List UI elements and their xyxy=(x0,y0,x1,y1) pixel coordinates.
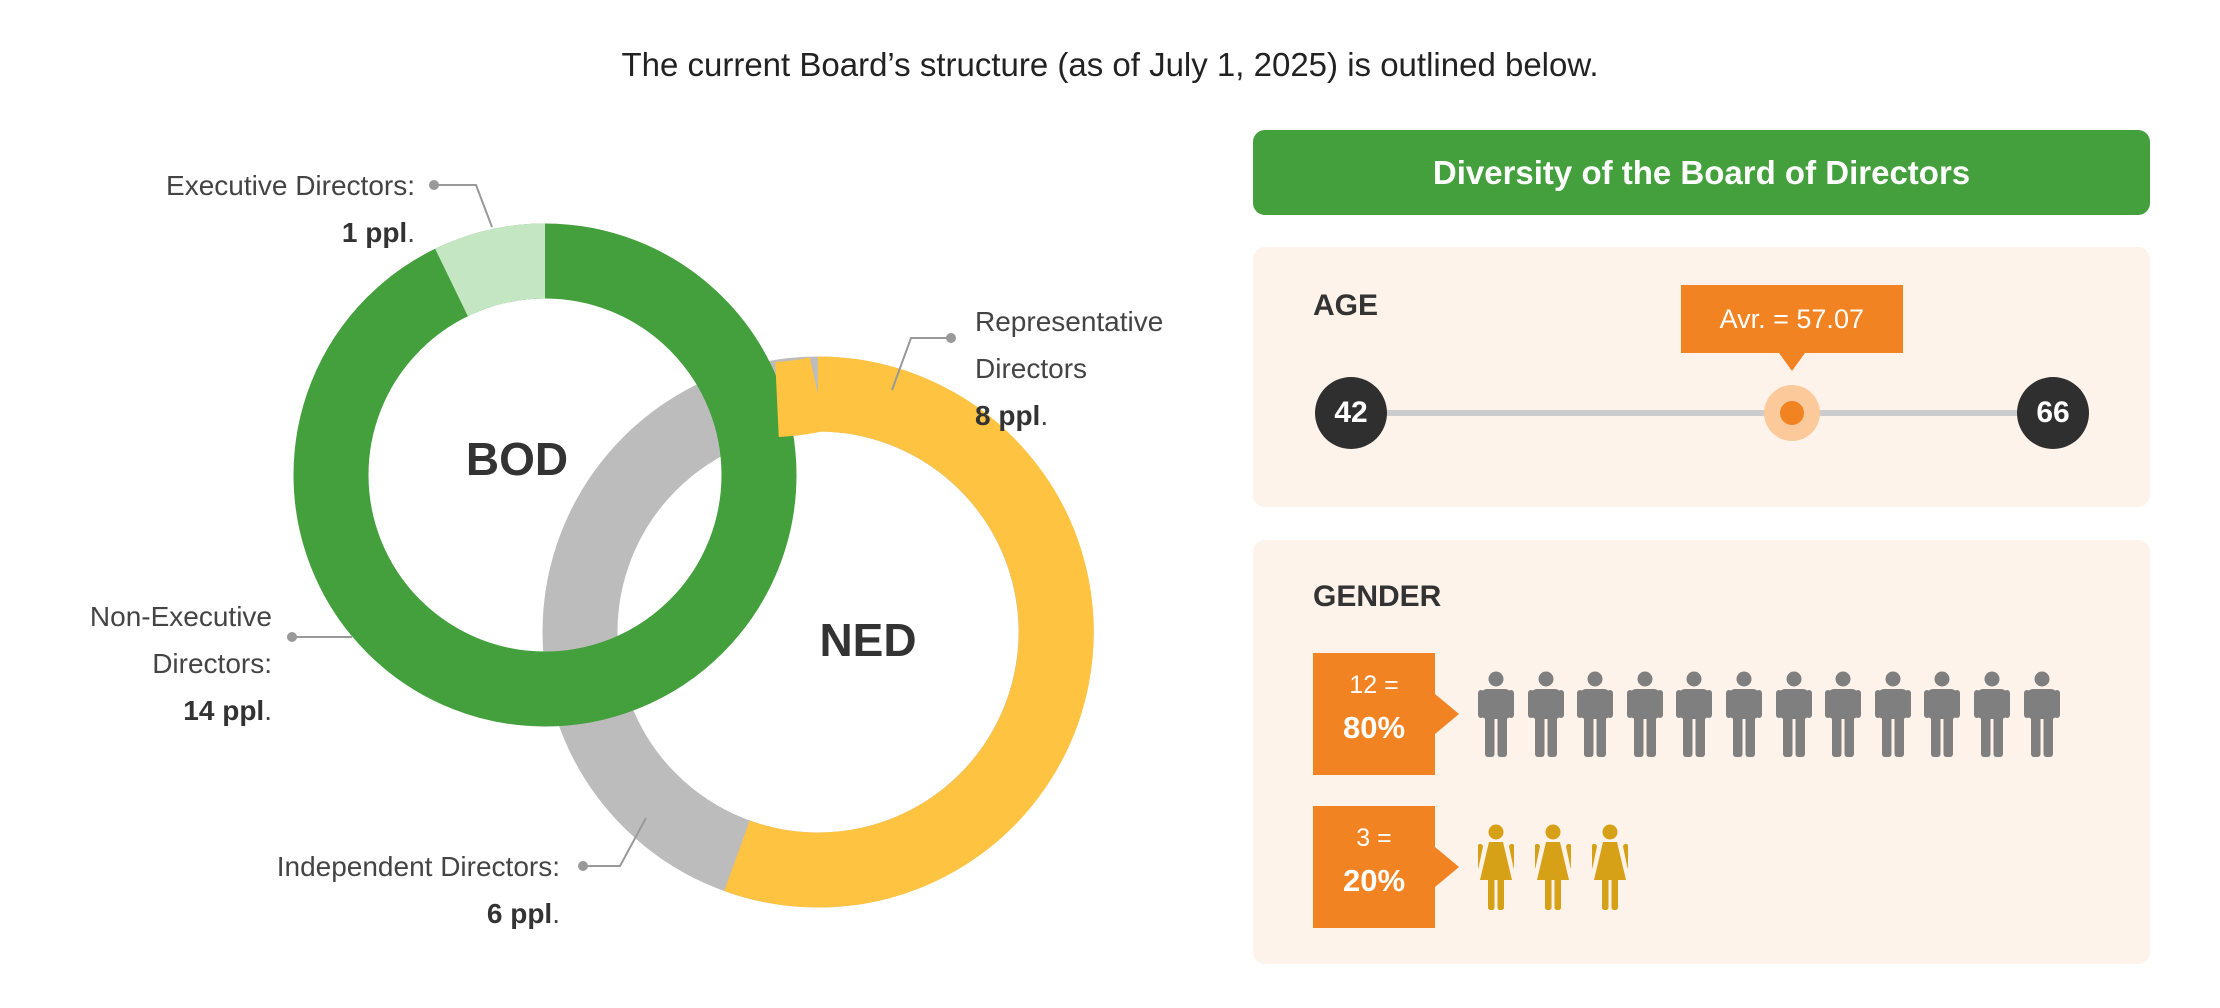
representative-directors-label: Representative Directors 8 ppl. xyxy=(975,298,1205,439)
leader-dot-representative xyxy=(946,333,956,343)
representative-directors-title-2: Directors xyxy=(975,353,1088,384)
leader-representative xyxy=(891,337,951,391)
independent-directors-count-line: 6 ppl. xyxy=(190,890,560,937)
male-percent: 80% xyxy=(1342,710,1406,745)
female-stat-box: 3 = 20% xyxy=(1313,806,1459,928)
female-person-icon xyxy=(1478,824,1514,910)
executive-directors-title: Executive Directors: xyxy=(166,170,415,201)
board-structure-diagram: BOD NED xyxy=(287,180,1094,908)
age-card: AGE 42 66 Avr. = 57.07 xyxy=(1253,247,2150,507)
leader-executive xyxy=(434,184,493,228)
male-person-icon xyxy=(1825,671,1862,757)
female-count: 3 = xyxy=(1356,824,1392,852)
male-count: 12 = xyxy=(1349,671,1399,699)
gender-title: GENDER xyxy=(1313,580,1442,613)
age-min-badge: 42 xyxy=(1315,377,1387,449)
age-title: AGE xyxy=(1313,289,1379,322)
age-average-marker xyxy=(1779,401,1804,425)
ned-label: NED xyxy=(819,614,916,666)
male-person-icon xyxy=(1775,671,1812,757)
independent-directors-label: Independent Directors: 6 ppl. xyxy=(190,843,560,937)
leader-dot-non-executive xyxy=(287,632,297,642)
male-person-icon xyxy=(1676,671,1713,757)
representative-directors-title-1: Representative xyxy=(975,306,1164,337)
independent-directors-count: 6 ppl xyxy=(486,898,553,929)
female-percent: 20% xyxy=(1342,863,1406,898)
male-person-icon xyxy=(2023,671,2060,757)
page-title: The current Board’s structure (as of Jul… xyxy=(621,46,1599,83)
male-person-icon xyxy=(1973,671,2010,757)
male-person-icon xyxy=(1626,671,1663,757)
leader-independent xyxy=(583,817,647,867)
leader-dot-independent xyxy=(578,861,588,871)
male-stat-box: 12 = 80% xyxy=(1313,653,1459,775)
age-range-track xyxy=(1353,410,2043,416)
male-person-icon xyxy=(1874,671,1911,757)
gender-card: GENDER 12 = 80% 3 = 20% xyxy=(1253,540,2150,964)
non-executive-directors-title-2: Directors: xyxy=(152,648,272,679)
executive-directors-period: . xyxy=(407,217,415,248)
female-icons-row xyxy=(1478,824,1649,910)
male-person-icon xyxy=(1924,671,1961,757)
male-person-icon xyxy=(1577,671,1614,757)
independent-directors-period: . xyxy=(552,898,560,929)
non-executive-directors-count-line: 14 ppl. xyxy=(40,687,272,734)
male-person-icon xyxy=(1527,671,1564,757)
male-person-icon xyxy=(1725,671,1762,757)
female-person-icon xyxy=(1535,824,1571,910)
diversity-header: Diversity of the Board of Directors xyxy=(1253,130,2150,215)
leader-dot-executive xyxy=(429,180,439,190)
executive-directors-label: Executive Directors: 1 ppl. xyxy=(90,162,415,256)
representative-directors-count-line: 8 ppl. xyxy=(975,392,1205,439)
representative-directors-count: 8 ppl xyxy=(975,400,1041,431)
female-person-icon xyxy=(1592,824,1628,910)
male-person-icon xyxy=(1478,671,1514,757)
independent-directors-title: Independent Directors: xyxy=(276,851,560,882)
executive-directors-count: 1 ppl xyxy=(341,217,408,248)
representative-directors-period: . xyxy=(1040,400,1049,431)
age-max-badge: 66 xyxy=(2017,377,2089,449)
non-executive-directors-title-1: Non-Executive xyxy=(89,601,272,632)
non-executive-directors-period: . xyxy=(264,695,272,726)
bod-ring-executive-segment xyxy=(435,223,546,317)
bod-label: BOD xyxy=(466,433,568,485)
non-executive-directors-count: 14 ppl xyxy=(183,695,265,726)
ned-ring-overlap-segment xyxy=(774,357,827,437)
age-average-callout: Avr. = 57.07 xyxy=(1680,285,1903,371)
executive-directors-count-line: 1 ppl. xyxy=(90,209,415,256)
non-executive-directors-label: Non-Executive Directors: 14 ppl. xyxy=(40,593,272,734)
male-icons-row xyxy=(1478,671,2073,757)
ned-ring-yellow xyxy=(724,356,1094,908)
